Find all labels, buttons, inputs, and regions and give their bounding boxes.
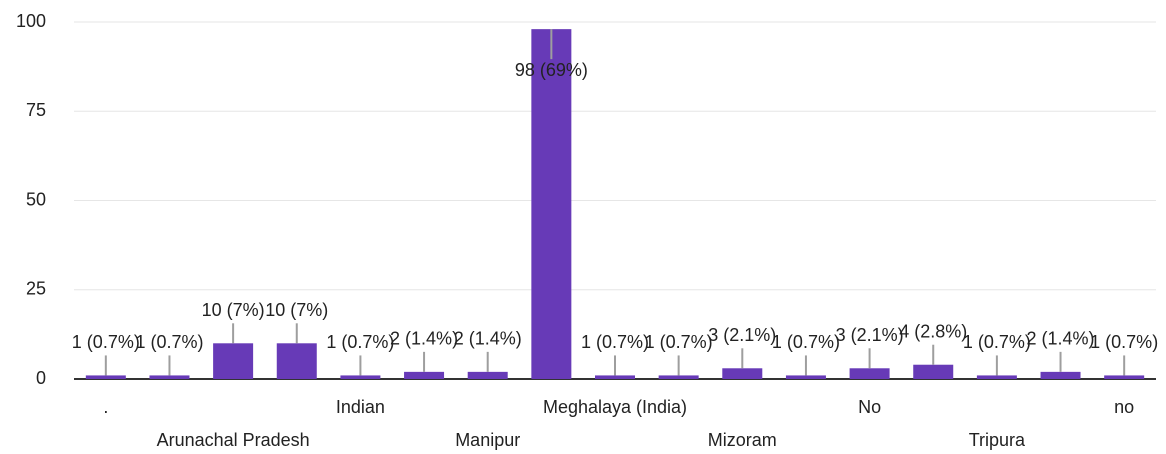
bar <box>849 368 890 379</box>
value-label: 2 (1.4%) <box>454 329 522 349</box>
value-label: 1 (0.7%) <box>963 332 1031 352</box>
bar <box>276 343 317 379</box>
y-tick-label: 50 <box>26 189 46 209</box>
value-label: 98 (69%) <box>515 60 588 80</box>
x-tick-label: Mizoram <box>708 430 777 450</box>
value-label: 1 (0.7%) <box>326 332 394 352</box>
value-label: 1 (0.7%) <box>135 332 203 352</box>
x-tick-label: Indian <box>336 397 385 417</box>
bar <box>722 368 763 379</box>
x-tick-label: . <box>103 397 108 417</box>
bar <box>149 375 190 379</box>
value-label: 1 (0.7%) <box>772 332 840 352</box>
value-label: 2 (1.4%) <box>390 329 458 349</box>
bar <box>1040 371 1081 379</box>
value-label: 10 (7%) <box>265 300 328 320</box>
y-tick-label: 25 <box>26 279 46 299</box>
x-tick-label: no <box>1114 397 1134 417</box>
bar <box>785 375 826 379</box>
bar <box>213 343 254 379</box>
x-tick-label: Meghalaya (India) <box>543 397 687 417</box>
x-tick-label: Arunachal Pradesh <box>157 430 310 450</box>
value-label: 1 (0.7%) <box>645 332 713 352</box>
value-label: 3 (2.1%) <box>836 325 904 345</box>
x-tick-label: Tripura <box>969 430 1026 450</box>
bar <box>1104 375 1145 379</box>
value-label: 3 (2.1%) <box>708 325 776 345</box>
bar <box>467 371 508 379</box>
bar <box>340 375 381 379</box>
bar <box>976 375 1017 379</box>
bar <box>658 375 699 379</box>
bar <box>85 375 126 379</box>
bar <box>531 29 572 379</box>
bar <box>913 364 954 379</box>
x-tick-label: Manipur <box>455 430 520 450</box>
value-label: 1 (0.7%) <box>581 332 649 352</box>
value-label: 2 (1.4%) <box>1027 329 1095 349</box>
value-label: 4 (2.8%) <box>899 321 967 341</box>
x-tick-label: No <box>858 397 881 417</box>
y-tick-label: 100 <box>16 11 46 31</box>
value-label: 1 (0.7%) <box>72 332 140 352</box>
value-label: 10 (7%) <box>202 300 265 320</box>
y-tick-label: 0 <box>36 368 46 388</box>
y-tick-label: 75 <box>26 100 46 120</box>
bar <box>595 375 635 379</box>
bar <box>404 371 445 379</box>
value-label: 1 (0.7%) <box>1090 332 1158 352</box>
